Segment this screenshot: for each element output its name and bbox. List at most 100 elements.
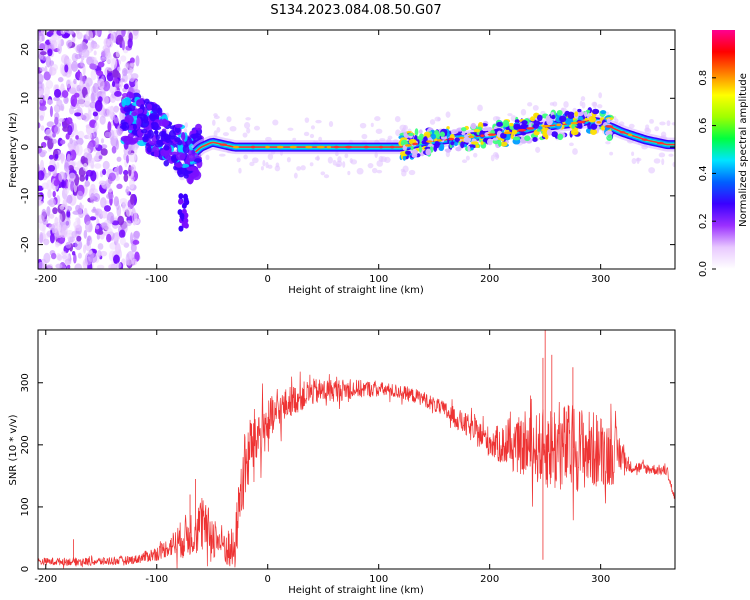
speckle xyxy=(370,122,374,128)
ridge-blob xyxy=(600,110,607,115)
ridge-blob xyxy=(551,131,558,138)
noise-blob xyxy=(113,106,120,111)
noise-blob xyxy=(48,67,57,76)
burst-blob xyxy=(121,121,130,132)
ridge-blob xyxy=(506,134,511,140)
noise-blob xyxy=(134,218,140,225)
ridge-peak xyxy=(289,145,297,149)
ridge-blob xyxy=(495,128,503,133)
ridge-blob xyxy=(498,139,502,147)
noise-blob xyxy=(80,204,84,210)
speckle xyxy=(249,161,255,167)
ridge-peak xyxy=(219,143,228,146)
ridge-blob xyxy=(454,137,460,142)
ridge-blob xyxy=(496,121,503,127)
noise-blob xyxy=(72,210,81,215)
noise-blob xyxy=(110,215,114,224)
noise-blob xyxy=(54,216,59,227)
noise-blob xyxy=(105,52,112,64)
colorbar-ticks: 0.0 0.2 0.4 0.6 0.8 xyxy=(698,70,716,277)
noise-blob xyxy=(90,63,98,70)
speckle xyxy=(226,116,232,123)
spectrogram-x-axis-label: Height of straight line (km) xyxy=(288,285,424,296)
ridge-blob xyxy=(438,146,444,152)
noise-blob xyxy=(113,254,120,264)
speckle xyxy=(262,160,266,167)
noise-blob xyxy=(100,148,108,156)
burst-blob xyxy=(123,106,132,113)
burst-blob xyxy=(137,108,143,114)
speckle xyxy=(648,167,656,174)
spectrogram-heatmap xyxy=(38,30,675,269)
noise-blob xyxy=(76,31,83,40)
ridge-blob xyxy=(400,137,408,141)
noise-blob xyxy=(82,162,88,172)
noise-blob xyxy=(43,252,51,264)
speckle xyxy=(236,157,241,163)
ridge-blob xyxy=(559,115,567,123)
burst-blob xyxy=(147,129,155,139)
ridge-peak xyxy=(577,120,586,124)
noise-blob xyxy=(46,121,55,128)
burst-blob xyxy=(163,145,170,151)
ridge-blob xyxy=(418,129,423,134)
noise-blob xyxy=(106,193,114,200)
noise-blob xyxy=(47,164,56,172)
speckle xyxy=(309,162,314,167)
ridge-blob xyxy=(460,141,465,149)
speckle xyxy=(510,115,517,122)
speckle xyxy=(222,132,229,137)
burst-blob xyxy=(153,130,159,135)
snr-y-ticks: 0 100 200 300 xyxy=(20,373,675,572)
noise-blob xyxy=(83,207,88,217)
speckle xyxy=(631,151,635,156)
noise-blob xyxy=(58,105,64,111)
speckle xyxy=(303,131,310,137)
noise-blob xyxy=(74,224,83,232)
noise-blob xyxy=(94,136,99,148)
noise-blob xyxy=(75,104,80,109)
noise-blob xyxy=(63,172,68,180)
ridge-peak xyxy=(628,133,633,137)
speckle xyxy=(242,132,248,138)
colorbar: 0.0 0.2 0.4 0.6 0.8 Normalized spectral ampl… xyxy=(698,30,749,277)
burst-blob xyxy=(164,153,170,160)
ridge-blob xyxy=(470,122,477,130)
spectrogram-x-tick-label: 0 xyxy=(265,274,271,285)
speckle xyxy=(473,152,478,158)
speckle xyxy=(532,104,539,111)
spectrogram-x-tick-label: -100 xyxy=(145,274,168,285)
ridge-blob xyxy=(484,132,490,137)
ridge-blob xyxy=(607,134,613,139)
noise-blob xyxy=(43,94,48,101)
burst-blob xyxy=(184,199,190,206)
noise-blob xyxy=(97,243,104,250)
speckle xyxy=(243,121,251,129)
noise-blob xyxy=(57,76,64,83)
burst-blob xyxy=(140,128,148,134)
noise-blob xyxy=(46,263,53,269)
snr-x-tick-label: 300 xyxy=(591,574,610,585)
ridge-blob xyxy=(431,133,436,140)
colorbar-label: Normalized spectral amplitude xyxy=(738,73,749,227)
ridge-peak xyxy=(542,124,550,128)
noise-blob xyxy=(118,165,123,175)
speckle xyxy=(328,121,334,128)
noise-blob xyxy=(39,115,44,121)
noise-blob xyxy=(94,228,99,234)
noise-blob xyxy=(77,252,82,259)
burst-blob xyxy=(148,140,157,146)
noise-blob xyxy=(115,242,121,255)
spectrogram-y-tick-label: -20 xyxy=(20,236,31,252)
ridge-blob xyxy=(475,144,480,148)
ridge-blob xyxy=(513,123,521,130)
ridge-blob xyxy=(521,120,528,125)
ridge-peak xyxy=(412,142,419,146)
speckle xyxy=(394,116,401,123)
burst-blob xyxy=(195,123,202,131)
speckle xyxy=(461,159,468,164)
speckle xyxy=(591,101,598,107)
noise-blob xyxy=(43,238,50,246)
noise-blob xyxy=(125,253,130,265)
